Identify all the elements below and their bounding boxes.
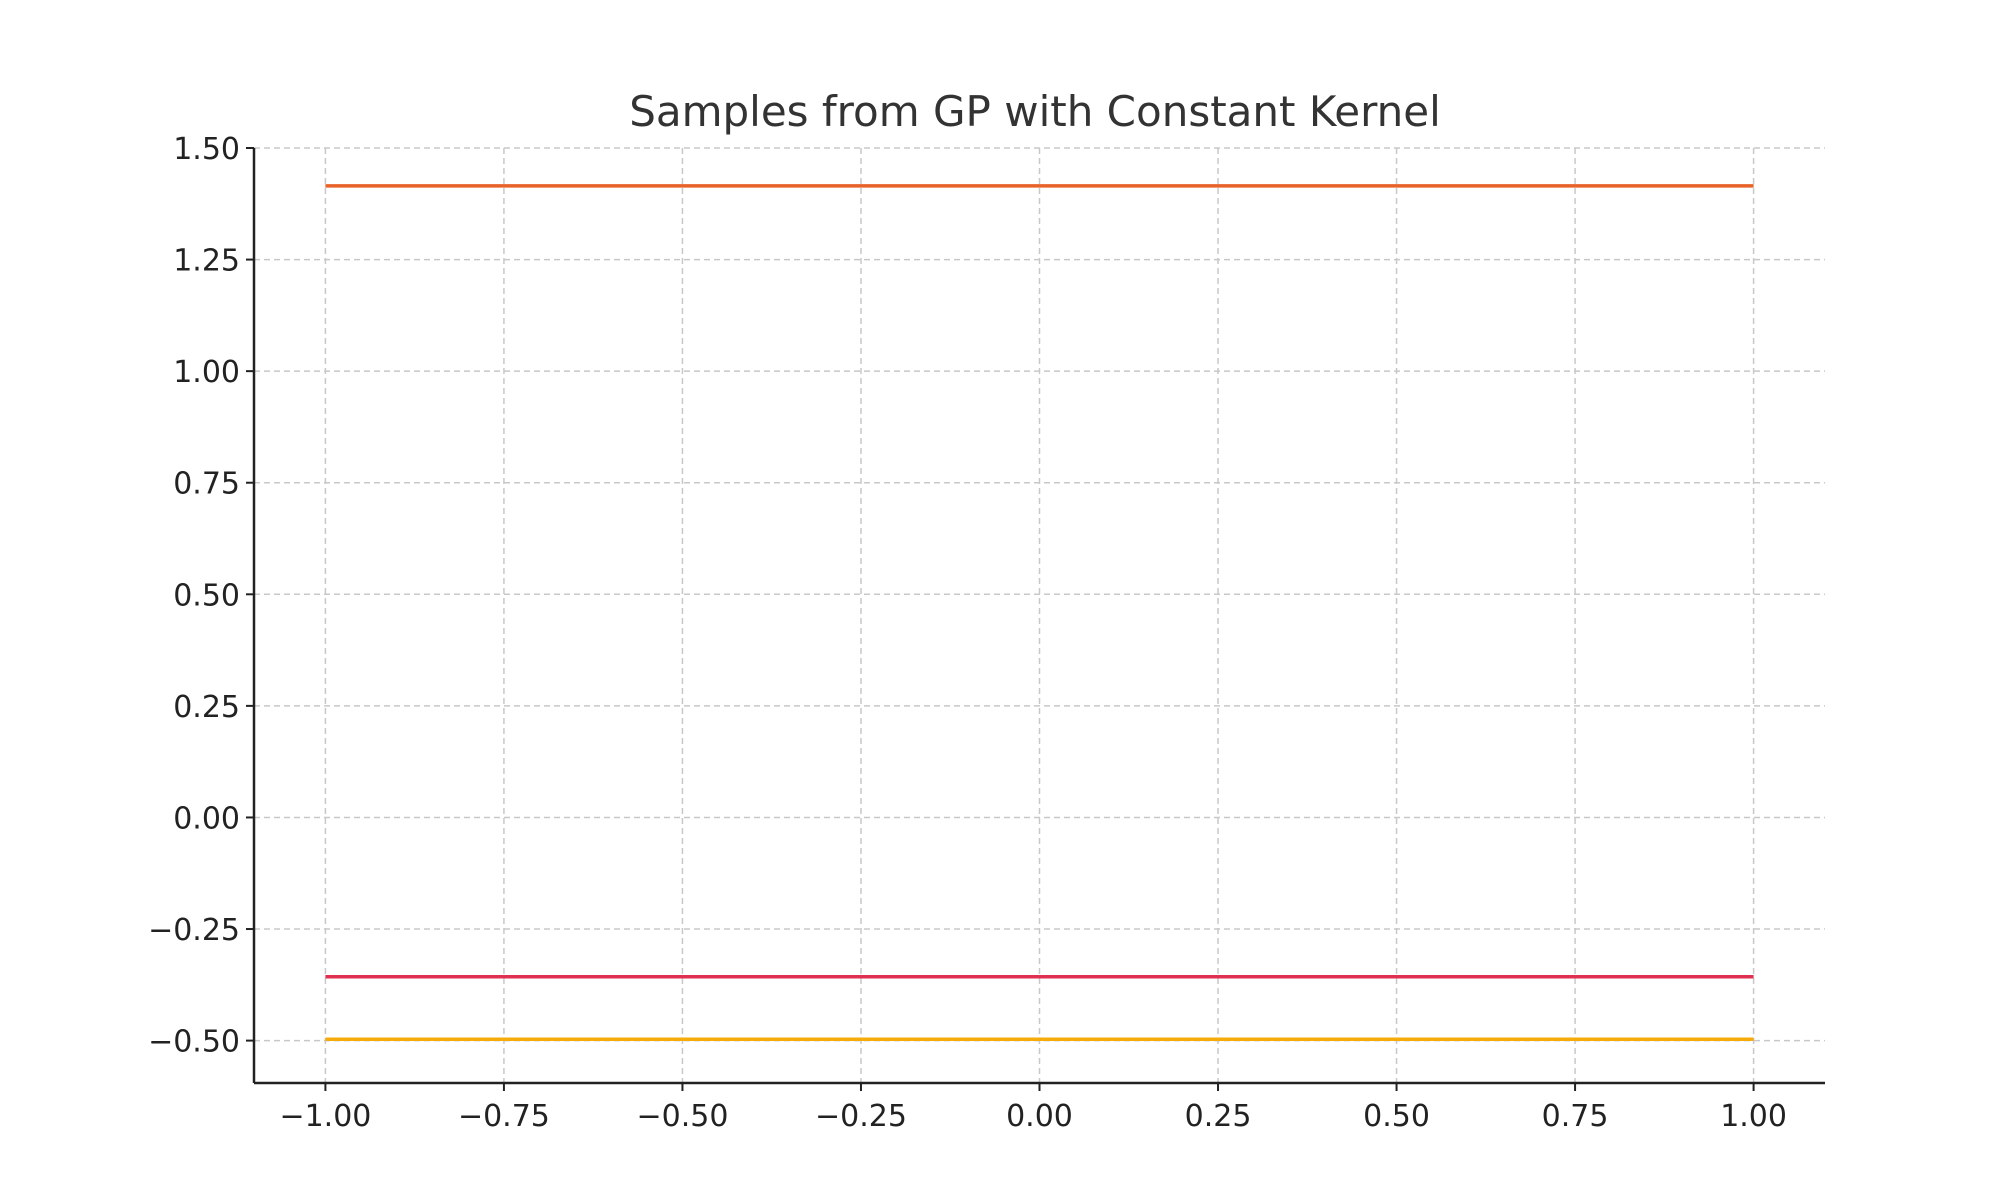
y-tick-label: 0.00 (173, 801, 240, 836)
x-tick-label: −1.00 (279, 1099, 371, 1134)
y-tick-label: −0.50 (148, 1025, 240, 1060)
x-tick-label: 0.50 (1363, 1099, 1430, 1134)
grid (254, 147, 1825, 1083)
x-tick-label: 0.75 (1542, 1099, 1609, 1134)
y-tick-label: 0.50 (173, 578, 240, 613)
chart-title: Samples from GP with Constant Kernel (629, 87, 1441, 136)
x-tick-label: −0.50 (636, 1099, 728, 1134)
y-tick-label: 0.75 (173, 467, 240, 502)
y-tick-label: 1.00 (173, 355, 240, 390)
x-tick-label: −0.25 (815, 1099, 907, 1134)
y-tick-label: −0.25 (148, 913, 240, 948)
y-tick-label: 1.50 (173, 132, 240, 167)
y-tick-label: 0.25 (173, 690, 240, 725)
x-tick-label: 0.25 (1185, 1099, 1252, 1134)
x-tick-label: 0.00 (1006, 1099, 1073, 1134)
y-axis-ticks: −0.50 −0.25 0.00 0.25 0.50 0.75 1.00 1.25 1.50 (148, 132, 254, 1060)
y-tick-label: 1.25 (173, 244, 240, 279)
series-group (325, 184, 1754, 1042)
x-tick-label: 1.00 (1720, 1099, 1787, 1134)
x-tick-label: −0.75 (458, 1099, 550, 1134)
x-axis-ticks: −1.00 −0.75 −0.50 −0.25 0.00 0.25 0.50 0.75 1.00 (279, 1083, 1787, 1134)
